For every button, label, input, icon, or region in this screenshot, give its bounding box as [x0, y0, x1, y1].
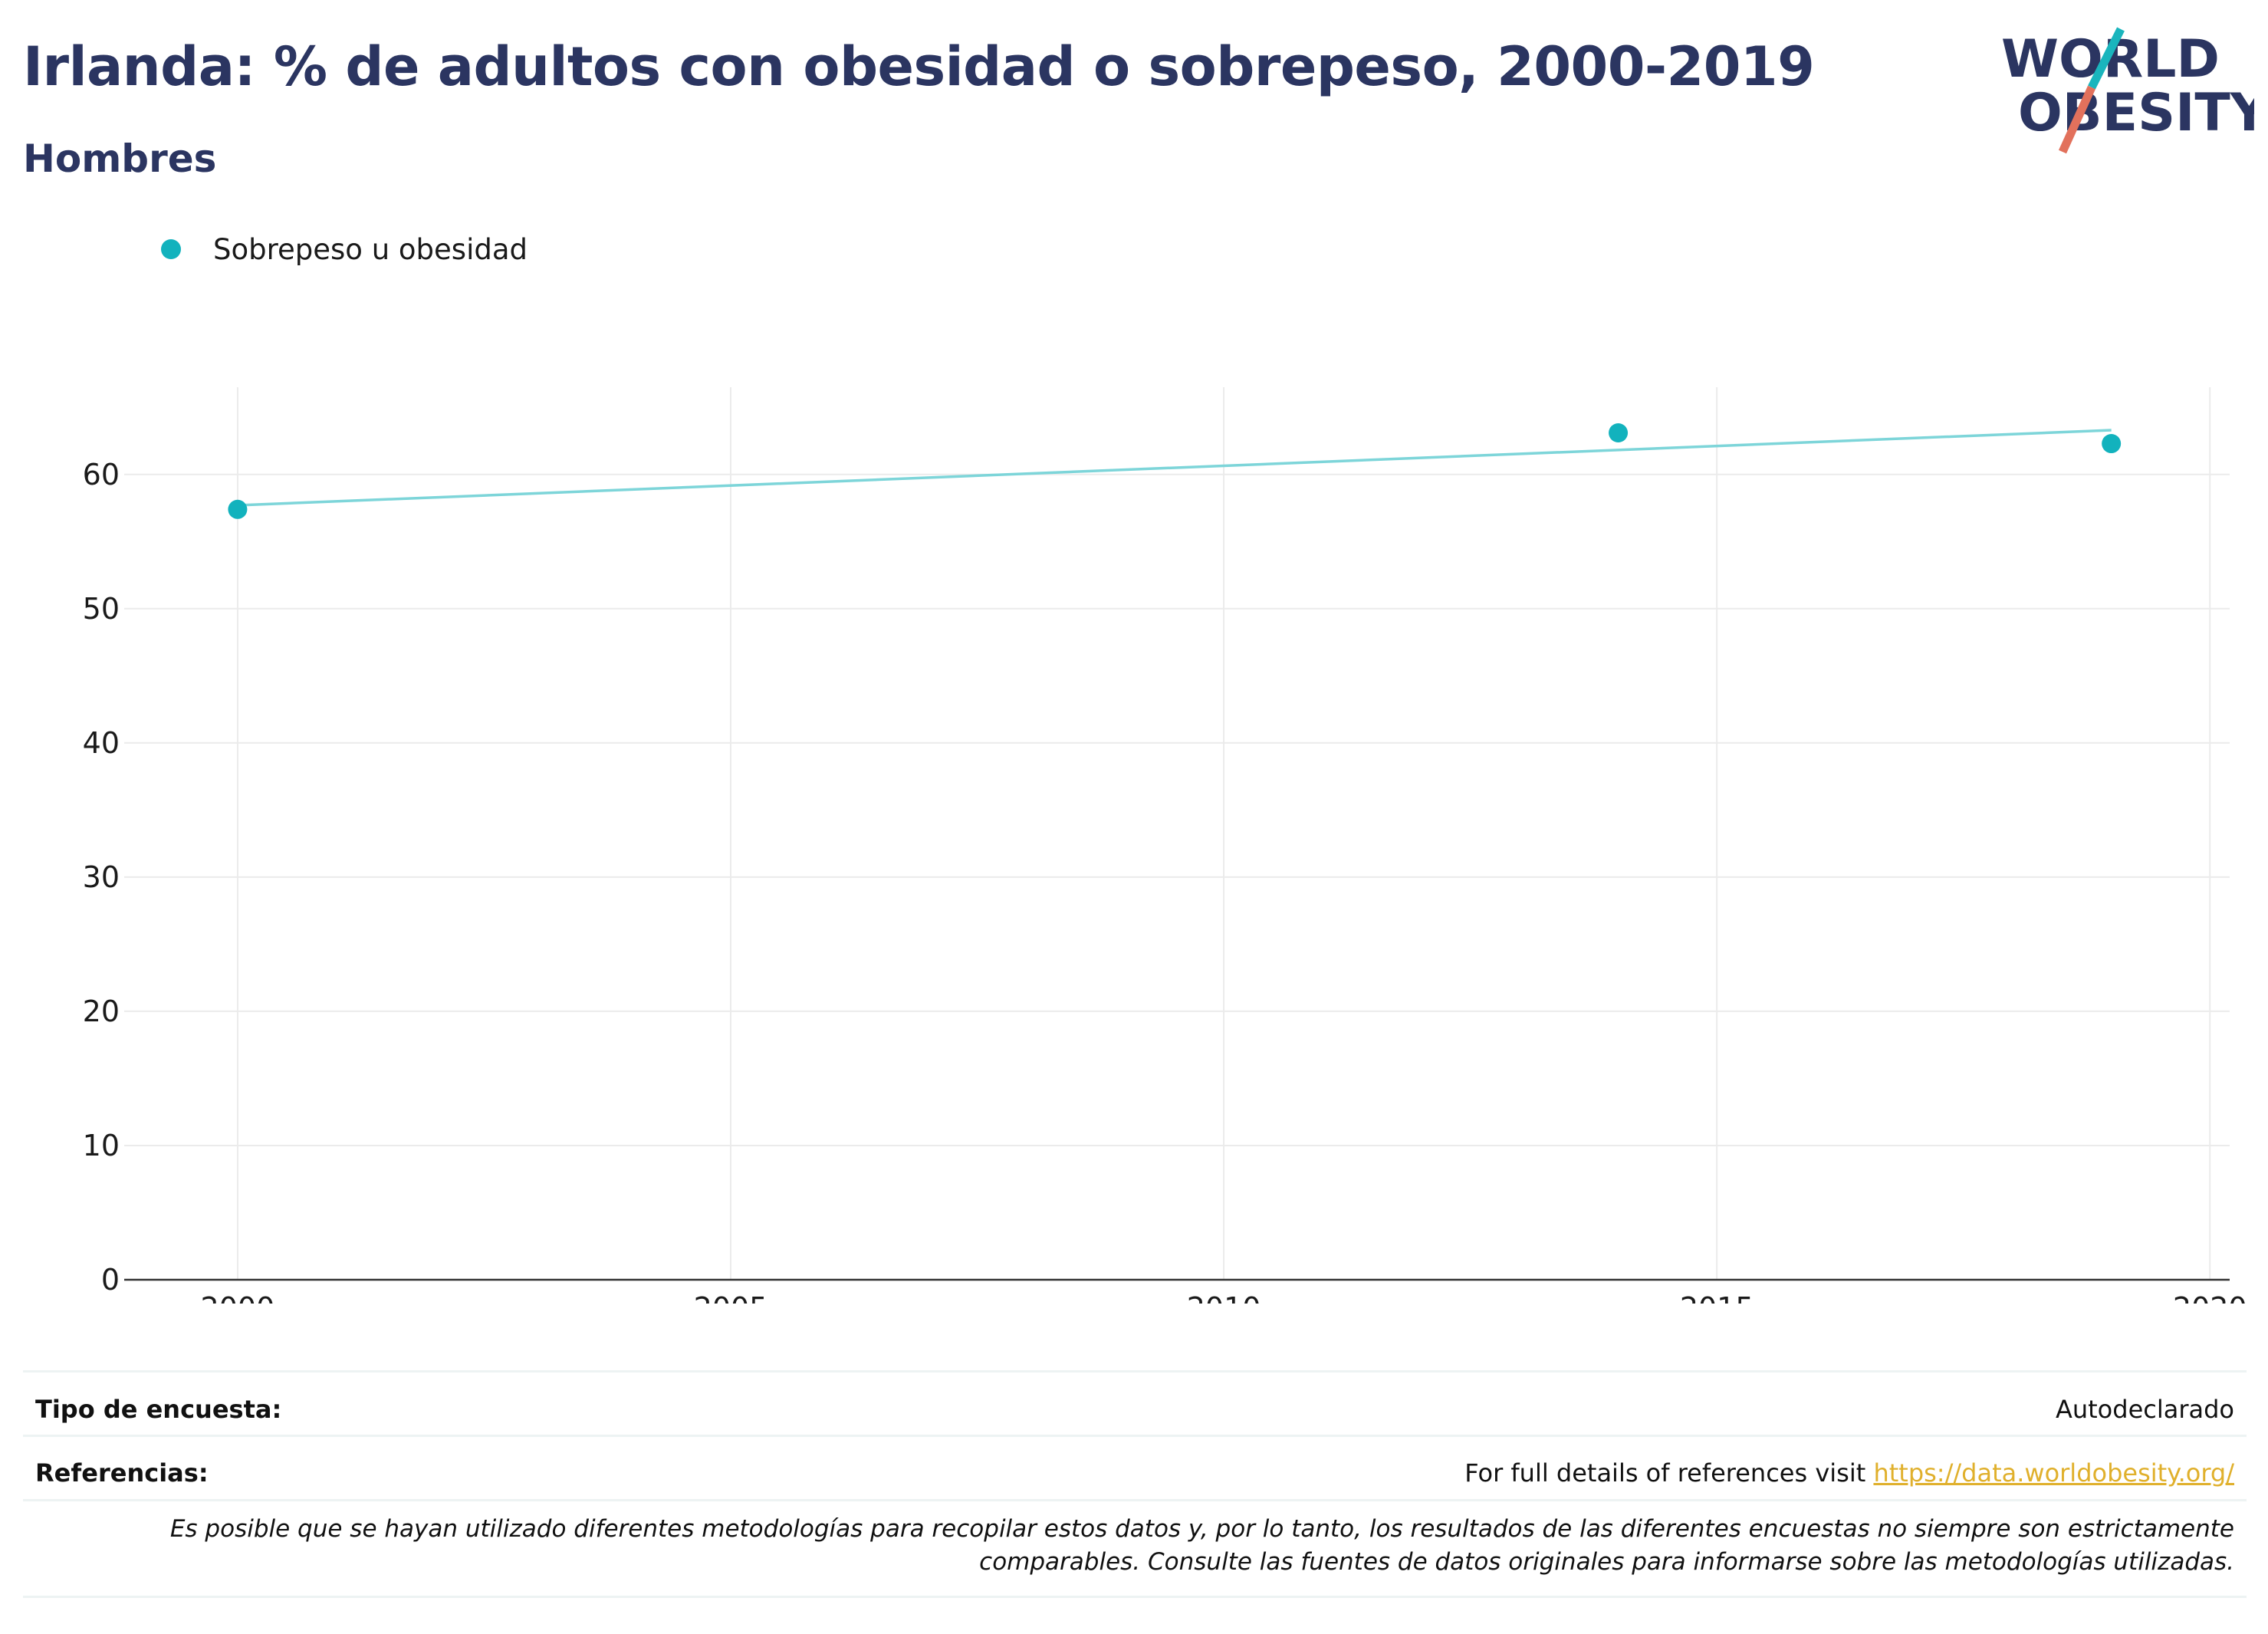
references-label: Referencias: [35, 1458, 209, 1488]
chart-legend: Sobrepeso u obesidad [161, 230, 528, 268]
chart-subtitle: Hombres [23, 136, 217, 181]
y-tick-label: 0 [101, 1263, 120, 1297]
disclaimer-line-2: comparables. Consulte las fuentes de dat… [979, 1548, 2234, 1576]
x-tick-label: 2020 [2173, 1291, 2247, 1304]
y-tick-label: 30 [83, 860, 120, 894]
y-tick-label: 60 [83, 458, 120, 492]
references-value: For full details of references visit htt… [1464, 1458, 2234, 1488]
data-point [2102, 434, 2122, 454]
disclaimer-line-1: Es posible que se hayan utilizado difere… [169, 1515, 2234, 1543]
references-row: Referencias: For full details of referen… [35, 1452, 2234, 1494]
methodology-disclaimer: Es posible que se hayan utilizado difere… [35, 1513, 2234, 1579]
world-obesity-logo: WORLD OBESITY [2001, 27, 2254, 154]
trend-layer [237, 429, 2112, 507]
y-tick-label: 20 [83, 995, 120, 1028]
y-tick-label: 40 [83, 726, 120, 760]
chart-plot: 2000 2005 2010 2015 2020 0 10 20 30 40 50 60 [83, 387, 2247, 1304]
footer-divider [23, 1596, 2247, 1598]
footer-divider [23, 1499, 2247, 1501]
data-point [228, 499, 248, 519]
axis-layer: 2000 2005 2010 2015 2020 0 10 20 30 40 50 60 [83, 458, 2247, 1304]
references-text: For full details of references visit [1464, 1458, 1874, 1488]
footer-divider [23, 1370, 2247, 1373]
trend-line [237, 429, 2112, 507]
legend-marker [161, 239, 181, 259]
x-tick-label: 2010 [1187, 1291, 1261, 1304]
data-point [1609, 423, 1629, 443]
logo-slash-red [2058, 85, 2096, 154]
references-link[interactable]: https://data.worldobesity.org/ [1873, 1458, 2234, 1488]
logo-word-obesity: OBESITY [2018, 83, 2254, 143]
footer-divider [23, 1435, 2247, 1437]
chart-title: Irlanda: % de adultos con obesidad o sob… [23, 35, 1815, 98]
survey-type-row: Tipo de encuesta: Autodeclarado [35, 1388, 2234, 1431]
x-tick-label: 2005 [694, 1291, 768, 1304]
y-tick-label: 50 [83, 592, 120, 626]
legend-label: Sobrepeso u obesidad [213, 232, 528, 266]
survey-type-label: Tipo de encuesta: [35, 1395, 282, 1424]
survey-type-value: Autodeclarado [2055, 1395, 2234, 1424]
x-tick-label: 2000 [201, 1291, 275, 1304]
logo-slash-teal [2088, 27, 2125, 90]
y-tick-label: 10 [83, 1129, 120, 1162]
grid-layer [124, 387, 2230, 1280]
logo-word-world: WORLD [2001, 29, 2220, 90]
x-tick-label: 2015 [1680, 1291, 1754, 1304]
point-layer [228, 423, 2122, 519]
